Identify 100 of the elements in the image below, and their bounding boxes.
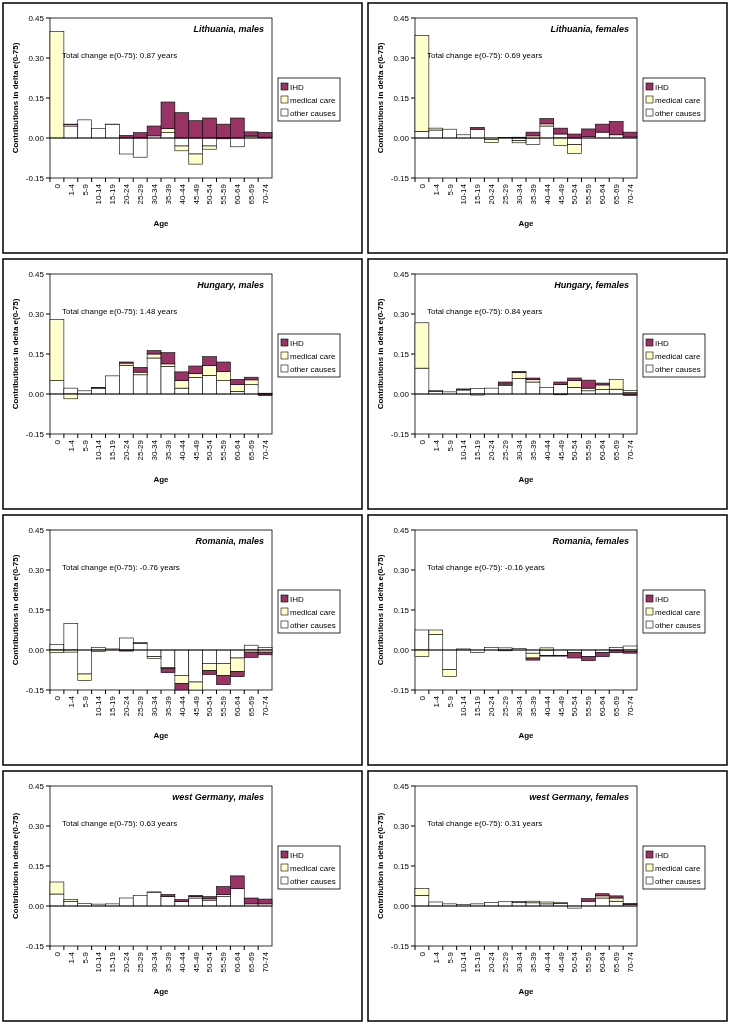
x-tick-label: 1-4 bbox=[66, 183, 76, 196]
x-tick-label: 35-39 bbox=[163, 183, 173, 205]
x-tick-label: 1-4 bbox=[66, 695, 76, 708]
x-tick-label: 0 bbox=[52, 439, 62, 445]
x-tick-label: 70-74 bbox=[625, 695, 635, 717]
x-tick-label: 45-49 bbox=[191, 439, 201, 461]
y-tick-label: -0.15 bbox=[390, 685, 410, 695]
y-tick-label: 0.15 bbox=[393, 861, 410, 871]
text: Hungary, females bbox=[554, 280, 629, 290]
x-tick-label: 1-4 bbox=[431, 439, 441, 452]
y-tick-label: 0.15 bbox=[393, 605, 410, 615]
y-tick-label: 0.30 bbox=[393, 53, 410, 63]
x-tick-label: 60-64 bbox=[233, 183, 243, 205]
y-tick-label: 0.30 bbox=[393, 309, 410, 319]
y-tick-label: 0.00 bbox=[28, 389, 45, 399]
x-tick-label: 1-4 bbox=[431, 951, 441, 964]
y-tick-label: -0.15 bbox=[25, 429, 45, 439]
x-tick-label: 70-74 bbox=[260, 439, 270, 461]
text: Romania, females bbox=[552, 536, 629, 546]
x-axis-title: Age bbox=[153, 987, 170, 996]
x-tick-label: 35-39 bbox=[163, 951, 173, 973]
x-tick-label: 1-4 bbox=[431, 695, 441, 708]
y-tick-label: 0.45 bbox=[28, 525, 45, 535]
y-tick-label: 0.00 bbox=[393, 901, 410, 911]
y-tick-label: -0.15 bbox=[25, 685, 45, 695]
x-tick-label: 70-74 bbox=[260, 183, 270, 205]
x-tick-label: 25-29 bbox=[500, 183, 510, 205]
annotation: Total change e(0-75): 0.87 years bbox=[62, 51, 178, 60]
x-tick-label: 65-69 bbox=[611, 439, 621, 461]
x-tick-label: 70-74 bbox=[260, 695, 270, 717]
y-tick-label: -0.15 bbox=[390, 173, 410, 183]
x-tick-label: 35-39 bbox=[163, 695, 173, 717]
x-tick-label: 5-9 bbox=[80, 183, 90, 196]
legend-label: medical care bbox=[290, 863, 336, 873]
x-tick-label: 0 bbox=[52, 695, 62, 701]
x-tick-label: 15-19 bbox=[108, 439, 118, 461]
x-tick-label: 10-14 bbox=[94, 439, 104, 461]
x-tick-label: 10-14 bbox=[459, 695, 469, 717]
y-axis-title: Contributions in delta e(0-75) bbox=[11, 554, 20, 666]
y-tick-label: 0.30 bbox=[28, 53, 45, 63]
x-tick-label: 30-34 bbox=[149, 951, 159, 973]
x-tick-label: 15-19 bbox=[473, 951, 483, 973]
x-tick-label: 20-24 bbox=[487, 183, 497, 205]
x-tick-label: 30-34 bbox=[149, 695, 159, 717]
y-tick-label: 0.00 bbox=[28, 133, 45, 143]
x-tick-label: 20-24 bbox=[487, 951, 497, 973]
y-tick-label: 0.00 bbox=[28, 901, 45, 911]
x-tick-label: 60-64 bbox=[598, 695, 608, 717]
x-tick-label: 5-9 bbox=[445, 183, 455, 196]
x-tick-label: 20-24 bbox=[122, 695, 132, 717]
y-axis-title: Contribution in delta e(0-75) bbox=[11, 812, 20, 920]
x-axis-title: Age bbox=[518, 219, 535, 228]
y-tick-label: 0.15 bbox=[28, 93, 45, 103]
x-tick-label: 60-64 bbox=[598, 183, 608, 205]
x-tick-label: 25-29 bbox=[500, 951, 510, 973]
y-axis-title: Contribution in delta e(0-75) bbox=[376, 812, 385, 920]
legend-label: other causes bbox=[655, 876, 701, 886]
x-tick-label: 25-29 bbox=[135, 695, 145, 717]
x-tick-label: 25-29 bbox=[500, 439, 510, 461]
x-tick-label: 60-64 bbox=[598, 951, 608, 973]
y-tick-label: 0.15 bbox=[393, 93, 410, 103]
x-tick-label: 25-29 bbox=[135, 951, 145, 973]
y-tick-label: 0.30 bbox=[28, 821, 45, 831]
text: Lithuania, females bbox=[550, 24, 629, 34]
x-tick-label: 0 bbox=[417, 695, 427, 701]
x-axis-title: Age bbox=[518, 731, 535, 740]
x-tick-label: 55-59 bbox=[584, 439, 594, 461]
y-tick-label: 0.30 bbox=[393, 565, 410, 575]
annotation: Total change e(0-75): -0.76 years bbox=[62, 563, 180, 572]
x-axis-title: Age bbox=[153, 731, 170, 740]
x-tick-label: 65-69 bbox=[246, 183, 256, 205]
x-tick-label: 15-19 bbox=[473, 695, 483, 717]
x-tick-label: 60-64 bbox=[233, 439, 243, 461]
text: Romania, males bbox=[195, 536, 264, 546]
x-tick-label: 15-19 bbox=[108, 183, 118, 205]
legend-label: other causes bbox=[290, 108, 336, 118]
x-tick-label: 55-59 bbox=[219, 183, 229, 205]
x-tick-label: 30-34 bbox=[149, 439, 159, 461]
x-tick-label: 40-44 bbox=[542, 695, 552, 717]
legend-label: other causes bbox=[655, 620, 701, 630]
x-tick-label: 50-54 bbox=[205, 695, 215, 717]
x-tick-label: 5-9 bbox=[80, 695, 90, 708]
legend-label: IHD bbox=[290, 338, 304, 348]
annotation: Total change e(0-75): 0.69 years bbox=[427, 51, 543, 60]
x-tick-label: 40-44 bbox=[177, 439, 187, 461]
y-tick-label: 0.45 bbox=[28, 269, 45, 279]
x-tick-label: 20-24 bbox=[122, 439, 132, 461]
x-tick-label: 25-29 bbox=[135, 439, 145, 461]
text: west Germany, males bbox=[172, 792, 264, 802]
x-tick-label: 65-69 bbox=[611, 183, 621, 205]
annotation: Total change e(0-75): -0.16 years bbox=[427, 563, 545, 572]
text: Lithuania, males bbox=[193, 24, 264, 34]
x-tick-label: 45-49 bbox=[556, 951, 566, 973]
y-tick-label: 0.15 bbox=[28, 349, 45, 359]
annotation: Total change e(0-75): 0.84 years bbox=[427, 307, 543, 316]
x-tick-label: 55-59 bbox=[219, 951, 229, 973]
legend-label: IHD bbox=[655, 594, 669, 604]
x-tick-label: 70-74 bbox=[625, 183, 635, 205]
x-tick-label: 40-44 bbox=[542, 439, 552, 461]
x-axis-title: Age bbox=[153, 219, 170, 228]
